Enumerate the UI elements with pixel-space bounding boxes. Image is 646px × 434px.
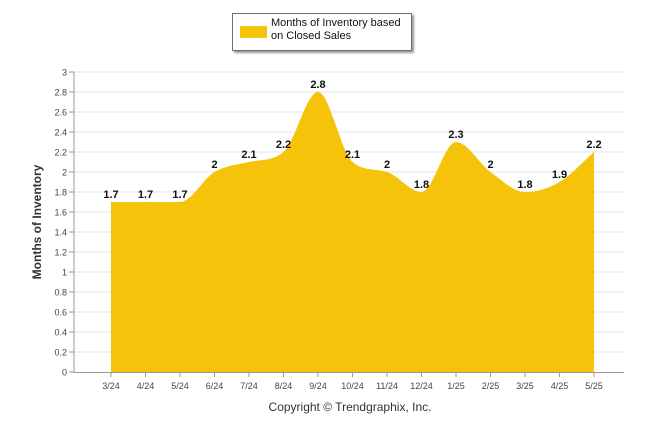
x-tick-label: 8/24 [275,381,293,391]
x-tick-label: 4/25 [551,381,569,391]
area-series [110,91,595,372]
data-point [145,201,146,203]
y-tick-label: 0 [62,368,67,378]
data-label: 2.2 [586,139,601,151]
x-tick-label: 7/24 [240,381,258,391]
y-tick-label: 1.4 [54,228,67,238]
data-label: 2.1 [241,149,256,161]
data-labels: 1.7 1.7 1.7 2 2.1 2.2 2.8 2.1 2 1.8 2.3 2 1.8 1.9 2.2 [103,79,601,201]
data-label: 1.9 [552,169,567,181]
data-point [283,151,284,153]
y-tick-label: 2.6 [54,108,67,118]
x-tick-label: 3/24 [102,381,120,391]
copyright-text: Copyright © Trendgraphix, Inc. [268,400,432,414]
data-label: 1.8 [517,179,532,191]
y-tick-label: 0.8 [54,288,67,298]
data-label: 2.3 [448,129,463,141]
x-tick-label: 5/25 [585,381,603,391]
data-point [524,191,526,193]
y-tick-label: 1.2 [54,248,67,258]
data-point [214,171,215,173]
data-label: 2 [211,159,217,171]
area-series-fill [111,92,594,372]
data-label: 1.8 [414,179,429,191]
y-axis-title: Months of Inventory [30,164,44,279]
y-tick-label: 2.4 [54,128,67,138]
data-point [559,181,560,183]
data-label: 2.8 [310,79,325,91]
data-point [421,191,422,193]
y-tick-labels: 0 0.2 0.4 0.6 0.8 1 1.2 1.4 1.6 1.8 2 2.2 2.4 2.6 2.8 3 [54,68,67,378]
data-point [386,171,388,173]
legend: Months of Inventory based on Closed Sale… [232,13,412,51]
x-tick-label: 6/24 [206,381,224,391]
data-label: 1.7 [103,189,118,201]
y-tick-label: 2.8 [54,88,67,98]
data-label: 1.7 [138,189,153,201]
x-tick-label: 2/25 [482,381,500,391]
data-point [179,201,181,203]
y-tick-label: 0.4 [54,328,67,338]
x-tick-label: 12/24 [410,381,433,391]
data-point [593,151,595,153]
x-tick-label: 11/24 [376,381,398,391]
y-tick-label: 1.6 [54,208,67,218]
data-label: 1.7 [172,189,187,201]
x-tick-label: 1/25 [447,381,465,391]
y-tick-label: 2.2 [54,148,67,158]
data-label: 2.1 [345,149,360,161]
data-label: 2 [384,159,390,171]
legend-label: Months of Inventory based on Closed Sale… [271,17,401,42]
x-tick-label: 4/24 [137,381,155,391]
x-tick-label: 3/25 [516,381,534,391]
y-tick-label: 1.8 [54,188,67,198]
axes [69,71,624,377]
x-tick-label: 10/24 [341,381,364,391]
data-point [248,161,250,163]
data-label: 2 [487,159,493,171]
data-label: 2.2 [276,139,291,151]
data-point [317,91,319,93]
y-tick-label: 0.2 [54,348,67,358]
data-point [110,201,112,203]
legend-swatch [240,26,267,38]
y-tick-label: 3 [62,68,67,78]
y-tick-label: 0.6 [54,308,67,318]
y-tick-label: 2 [62,168,67,178]
x-tick-label: 9/24 [309,381,327,391]
data-point [490,171,491,173]
x-tick-labels: 3/24 4/24 5/24 6/24 7/24 8/24 9/24 10/24 11/24 12… [102,381,603,391]
x-tick-label: 5/24 [171,381,189,391]
data-point [352,161,353,163]
data-point [455,141,457,143]
y-tick-label: 1 [62,268,67,278]
